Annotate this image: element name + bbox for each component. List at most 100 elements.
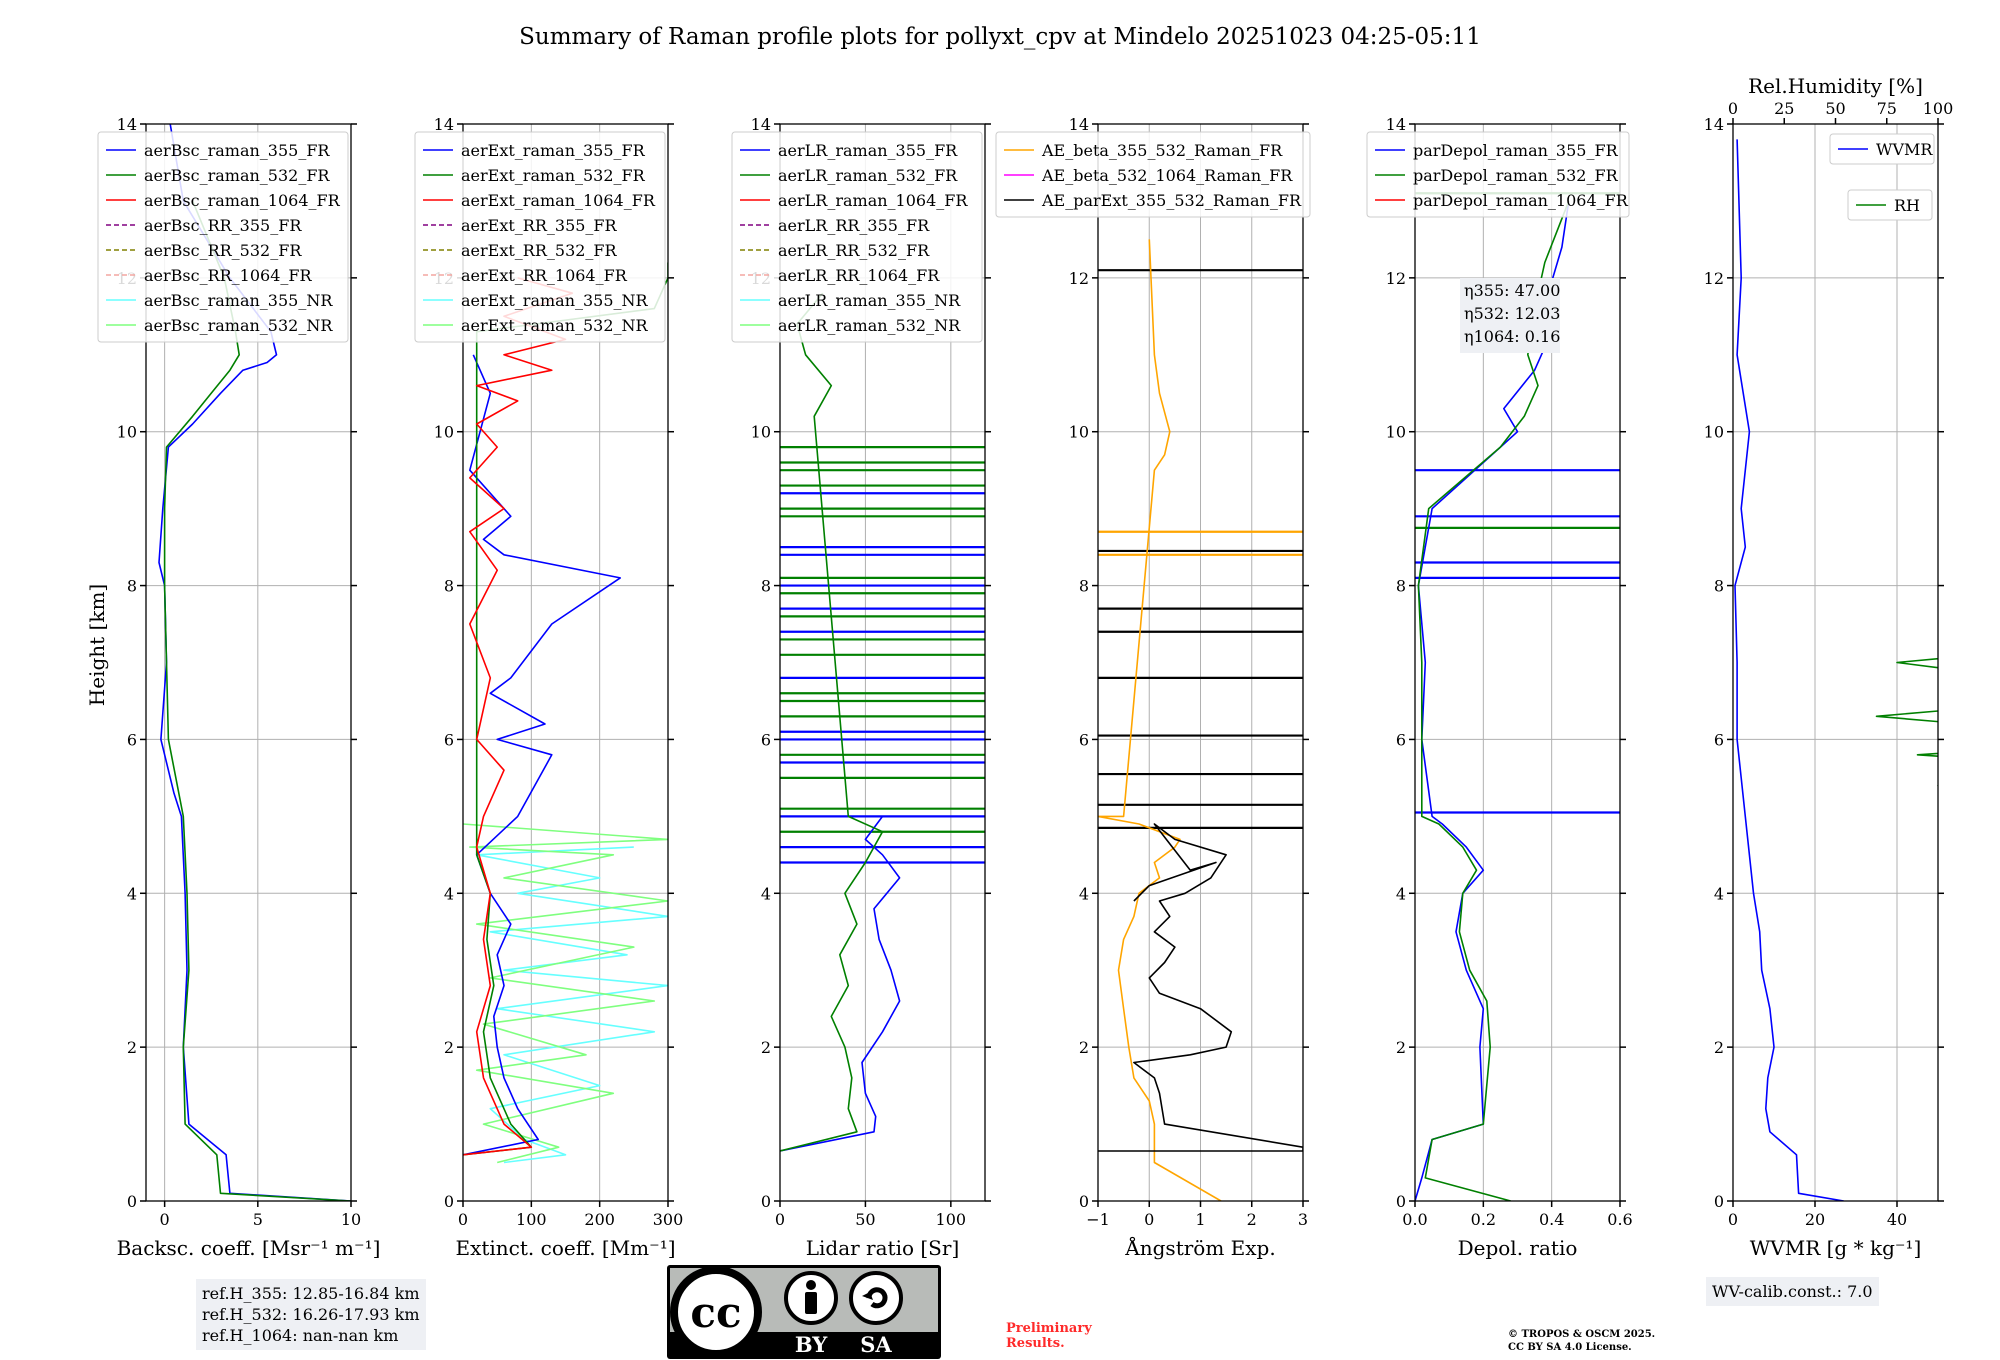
y-tick-label: 0	[1079, 1192, 1089, 1211]
y-tick-label: 12	[1386, 269, 1406, 288]
y-tick-label: 2	[127, 1038, 137, 1057]
top-x-tick-label: 25	[1774, 99, 1794, 118]
copyright-line-1: © TROPOS & OSCM 2025.	[1508, 1329, 1656, 1340]
cc-logo-icon	[670, 1266, 762, 1358]
series-aerLR_raman_355_FR	[780, 815, 901, 1152]
y-tick-label: 2	[444, 1038, 454, 1057]
x-axis-label: Extinct. coeff. [Mm⁻¹]	[455, 1236, 675, 1260]
series-AE_parExt_355_532_Raman_FR	[1098, 823, 1303, 1152]
x-axis-label: Depol. ratio	[1458, 1236, 1578, 1260]
x-tick-label: 20	[1805, 1210, 1825, 1229]
legend-label: aerExt_raman_1064_FR	[461, 191, 656, 210]
legend-label: WVMR	[1876, 140, 1933, 159]
legend-label: aerLR_raman_355_NR	[778, 291, 961, 310]
panel-data-backscatter	[158, 124, 351, 1201]
x-axis-label: WVMR [g * kg⁻¹]	[1750, 1236, 1922, 1260]
y-tick-label: 2	[1396, 1038, 1406, 1057]
legend-label: aerExt_RR_355_FR	[461, 216, 618, 235]
series-parDepol_raman_355_FR	[1415, 200, 1570, 1201]
copyright-line-2: CC BY SA 4.0 License.	[1508, 1342, 1632, 1353]
legend-box	[1366, 131, 1630, 218]
panel-data-angstrom	[1098, 239, 1303, 1201]
axes-frame	[1414, 123, 1621, 1202]
panel-data-extinction	[463, 262, 668, 1164]
y-tick-label: 0	[444, 1192, 454, 1211]
legend-box	[1847, 189, 1933, 221]
series-aerExt_raman_532_NR	[463, 823, 668, 1164]
panel-data-depolarization	[1415, 192, 1620, 1201]
y-tick-label: 6	[1714, 730, 1724, 749]
wv-calibration-box: WV-calib.const.: 7.0	[1706, 1277, 1879, 1306]
legend-label: aerExt_RR_1064_FR	[461, 266, 628, 285]
y-tick-label: 14	[1704, 115, 1724, 134]
sa-share-alike-icon	[849, 1271, 903, 1325]
copyright-note: © TROPOS & OSCM 2025. CC BY SA 4.0 Licen…	[1508, 1328, 1655, 1354]
top-x-tick-label: 50	[1825, 99, 1845, 118]
y-tick-label: 8	[1079, 577, 1089, 596]
x-tick-label: 0.0	[1402, 1210, 1427, 1229]
calibration-text: η532: 12.03	[1464, 304, 1560, 323]
legend-label: aerLR_raman_1064_FR	[778, 191, 968, 210]
x-tick-label: 0	[775, 1210, 785, 1229]
y-tick-label: 2	[1714, 1038, 1724, 1057]
y-tick-label: 4	[761, 884, 771, 903]
legend-label: aerBsc_RR_1064_FR	[144, 266, 313, 285]
legend-label: aerBsc_raman_355_NR	[144, 291, 333, 310]
legend-label: aerBsc_raman_355_FR	[144, 141, 330, 160]
panel-data-lidar-ratio	[780, 292, 985, 1152]
y-tick-label: 6	[761, 730, 771, 749]
y-tick-label: 6	[1396, 730, 1406, 749]
y-tick-label: 8	[1714, 577, 1724, 596]
x-tick-label: 0	[458, 1210, 468, 1229]
series-aerExt_raman_1064_FR	[463, 277, 574, 1156]
ref-height-532: ref.H_532: 16.26-17.93 km	[202, 1305, 420, 1324]
series-aerBsc_raman_532_FR	[163, 200, 351, 1201]
y-tick-label: 4	[444, 884, 454, 903]
x-axis-label: Backsc. coeff. [Msr⁻¹ m⁻¹]	[117, 1236, 381, 1260]
legend-label: aerExt_raman_355_NR	[461, 291, 649, 310]
y-tick-label: 10	[434, 423, 454, 442]
legend-label: aerLR_raman_355_FR	[778, 141, 958, 160]
legend-label: aerLR_raman_532_FR	[778, 166, 958, 185]
x-tick-label: 1	[1195, 1210, 1205, 1229]
legend-label: aerBsc_raman_532_NR	[144, 316, 333, 335]
by-badge-label: BY	[795, 1332, 828, 1357]
legend-label: parDepol_raman_1064_FR	[1413, 191, 1629, 210]
axes-frame	[145, 123, 352, 1202]
x-tick-label: 0	[1728, 1210, 1738, 1229]
panel-backscatter: 024681012140510Backsc. coeff. [Msr⁻¹ m⁻¹…	[97, 115, 381, 1260]
x-tick-label: 0.6	[1607, 1210, 1632, 1229]
y-tick-label: 10	[1386, 423, 1406, 442]
series-aerExt_raman_355_NR	[475, 846, 668, 1164]
x-tick-label: 0.2	[1471, 1210, 1496, 1229]
legend-label: RH	[1894, 196, 1920, 215]
top-x-tick-label: 0	[1728, 99, 1738, 118]
top-x-tick-label: 75	[1877, 99, 1897, 118]
y-tick-label: 4	[1714, 884, 1724, 903]
x-tick-label: 100	[516, 1210, 547, 1229]
legend-box	[1829, 133, 1935, 165]
y-tick-label: 4	[1396, 884, 1406, 903]
y-tick-label: 2	[1079, 1038, 1089, 1057]
legend-label: aerBsc_RR_355_FR	[144, 216, 302, 235]
panel-lidar-ratio: 02468101214050100Lidar ratio [Sr]aerLR_r…	[731, 115, 991, 1260]
legend-label: aerLR_RR_1064_FR	[778, 266, 940, 285]
y-tick-label: 10	[1704, 423, 1724, 442]
legend-box	[995, 131, 1311, 218]
legend-label: AE_beta_355_532_Raman_FR	[1041, 141, 1283, 160]
legend-label: aerExt_raman_532_NR	[461, 316, 649, 335]
ref-height-1064: ref.H_1064: nan-nan km	[202, 1326, 399, 1345]
legend-label: aerBsc_raman_1064_FR	[144, 191, 341, 210]
series-parDepol_raman_532_FR	[1417, 200, 1570, 1201]
y-tick-label: 12	[1704, 269, 1724, 288]
x-tick-label: 0	[160, 1210, 170, 1229]
calibration-text: η355: 47.00	[1464, 281, 1560, 300]
y-tick-label: 10	[117, 423, 137, 442]
series-WVMR	[1734, 139, 1844, 1201]
preliminary-results-note: Preliminary Results.	[1006, 1321, 1092, 1351]
y-tick-label: 0	[1714, 1192, 1724, 1211]
y-tick-label: 10	[1069, 423, 1089, 442]
x-tick-label: 0.4	[1539, 1210, 1564, 1229]
